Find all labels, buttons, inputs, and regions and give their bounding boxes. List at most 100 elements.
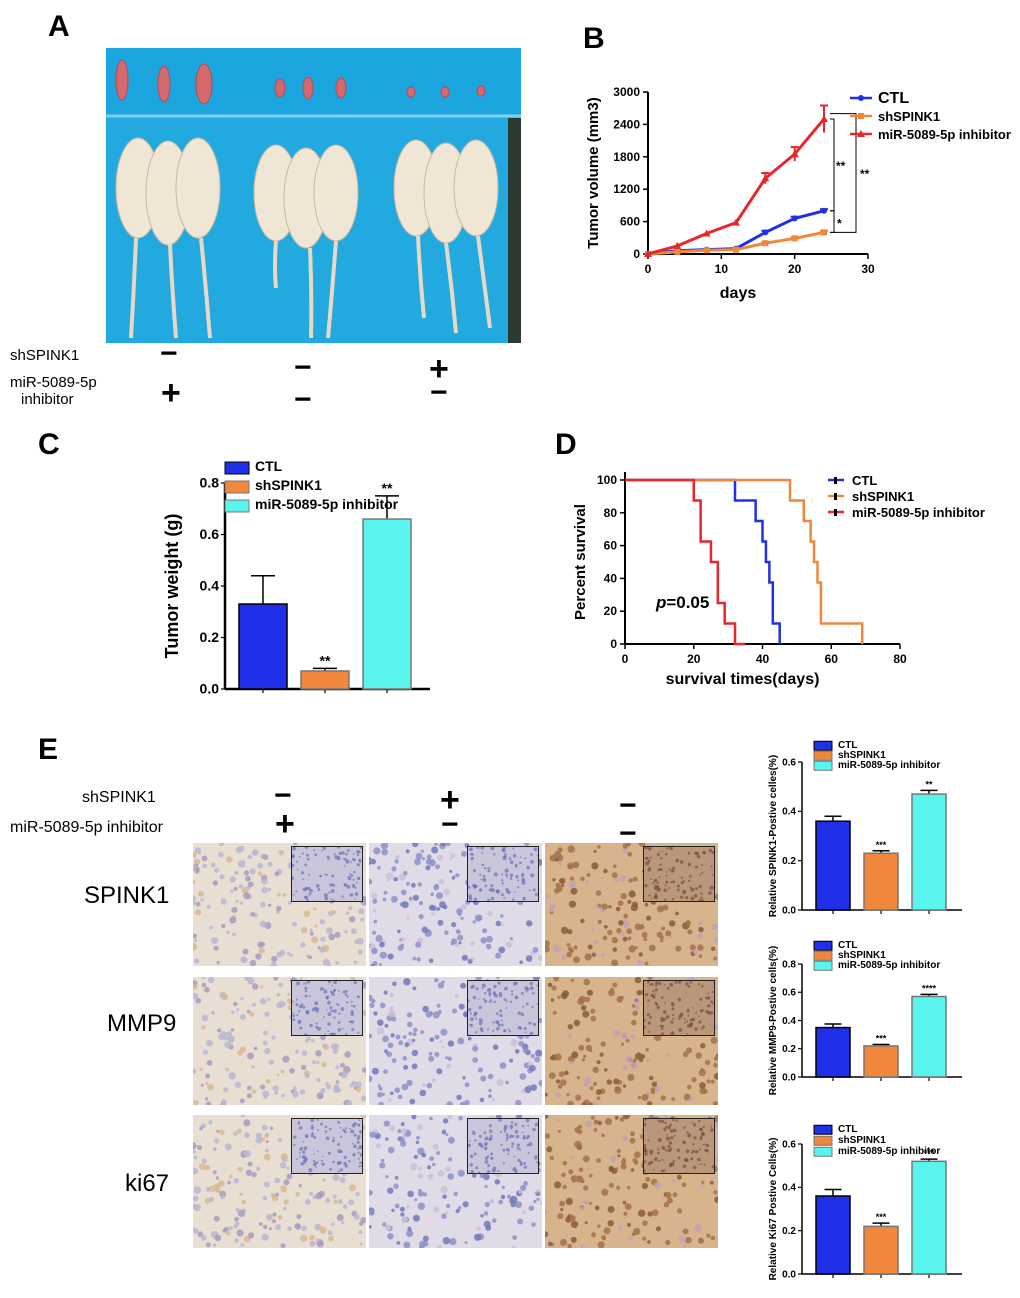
ihc-cell: [206, 1060, 213, 1066]
ihc-cell: [582, 1155, 590, 1163]
ihc-cell: [698, 921, 703, 926]
ihc-cell: [623, 1211, 628, 1216]
ihc-inset-cell: [665, 880, 669, 884]
ihc-cell: [402, 1134, 406, 1138]
ihc-inset-cell: [644, 1144, 647, 1147]
ihc-image: [545, 843, 718, 966]
ihc-cell: [434, 883, 439, 889]
ihc-cell: [488, 1088, 492, 1093]
ihc-inset-cell: [501, 893, 504, 897]
ihc-cell: [632, 876, 638, 882]
ihc-inset-cell: [677, 997, 682, 1002]
ihc-cell: [377, 1084, 381, 1088]
E1-ytick-label: 0.6: [782, 757, 796, 768]
ihc-cell: [194, 958, 200, 964]
ihc-cell: [420, 849, 424, 853]
ihc-cell: [405, 849, 410, 854]
ihc-inset-cell: [669, 847, 673, 851]
ihc-inset-cell: [644, 847, 648, 850]
E2-sig: ***: [876, 1034, 887, 1044]
ihc-cell: [310, 1241, 315, 1247]
ihc-inset-texture: [644, 847, 714, 901]
ihc-cell: [555, 882, 561, 888]
ihc-inset-cell: [483, 867, 487, 870]
ihc-inset-cell: [317, 888, 321, 891]
ihc-cell: [545, 945, 550, 953]
ihc-inset-cell: [337, 1160, 342, 1165]
ihc-inset-cell: [687, 862, 692, 867]
ihc-cell: [618, 1226, 623, 1231]
ihc-inset-texture: [644, 1119, 714, 1173]
ihc-inset-cell: [672, 1119, 675, 1122]
ihc-inset-cell: [468, 1140, 471, 1142]
ihc-cell: [208, 1120, 213, 1125]
ihc-cell: [221, 1099, 227, 1105]
ihc-cell: [420, 1030, 424, 1034]
ihc-cell: [253, 1046, 258, 1051]
ihc-cell: [534, 1056, 541, 1063]
E3-ylabel: Relative Ki67 Postive Cells(%): [768, 1138, 779, 1281]
C-ytick-label: 0.8: [200, 475, 220, 491]
ihc-cell: [515, 1201, 522, 1209]
ihc-cell: [244, 977, 252, 981]
ihc-inset-cell: [293, 1143, 296, 1147]
ihc-inset-cell: [337, 1121, 340, 1124]
ihc-inset-cell: [655, 892, 657, 895]
ihc-cell: [412, 1214, 420, 1222]
ihc-cell: [467, 1036, 472, 1041]
ihc-cell: [509, 937, 514, 941]
ihc-inset-cell: [482, 877, 487, 882]
ihc-inset-cell: [532, 1022, 537, 1027]
ihc-inset-cell: [477, 998, 480, 1001]
ihc-cell: [545, 1231, 549, 1238]
ihc-inset-cell: [692, 1165, 697, 1170]
ihc-inset-cell: [327, 1030, 330, 1033]
C-legend-swatch: [224, 499, 250, 513]
ihc-inset-cell: [657, 868, 661, 872]
ihc-inset-cell: [496, 1027, 500, 1031]
excised-tumors: [115, 59, 486, 105]
ihc-cell: [554, 888, 560, 894]
ihc-inset-cell: [517, 1011, 522, 1015]
ihc-inset-cell: [487, 1170, 491, 1173]
ihc-cell: [613, 864, 617, 868]
ihc-cell: [570, 1220, 579, 1229]
ihc-cell: [554, 1181, 562, 1189]
ihc-cell: [204, 1197, 211, 1204]
ihc-inset-cell: [297, 868, 299, 871]
ihc-cell: [207, 977, 215, 983]
ihc-cell: [369, 1033, 373, 1039]
ihc-inset-cell: [649, 878, 652, 880]
ihc-cell: [459, 1101, 466, 1105]
ihc-cell: [233, 1178, 240, 1184]
ihc-cell: [470, 956, 475, 961]
ihc-cell: [697, 933, 704, 939]
ihc-cell: [372, 898, 378, 904]
ihc-inset-cell: [660, 1024, 664, 1028]
ihc-cell: [428, 1051, 433, 1056]
ihc-cell: [197, 1145, 202, 1150]
ihc-inset-cell: [475, 1031, 478, 1034]
ihc-cell: [410, 1163, 418, 1171]
ihc-cell: [319, 1094, 324, 1099]
ihc-cell: [610, 1155, 617, 1162]
ihc-cell: [511, 1245, 516, 1248]
ihc-cell: [442, 1237, 451, 1245]
ihc-cell: [458, 941, 462, 945]
ihc-cell: [315, 1192, 323, 1200]
ihc-cell: [507, 1194, 511, 1199]
ihc-inset-cell: [343, 1155, 347, 1159]
ihc-inset-cell: [349, 1128, 352, 1130]
ihc-cell: [487, 1073, 494, 1080]
ihc-inset-cell: [304, 1134, 309, 1139]
ihc-inset-cell: [671, 1002, 674, 1005]
ihc-inset-cell: [488, 1001, 491, 1004]
ihc-inset-cell: [529, 889, 531, 892]
ihc-inset-cell: [315, 1022, 318, 1025]
ihc-inset-cell: [343, 865, 346, 867]
E1-legend-swatch: [813, 740, 833, 751]
ihc-cell: [231, 1010, 235, 1015]
ihc-cell: [309, 1234, 315, 1241]
ihc-cell: [359, 1242, 363, 1246]
ihc-cell: [686, 1047, 693, 1054]
